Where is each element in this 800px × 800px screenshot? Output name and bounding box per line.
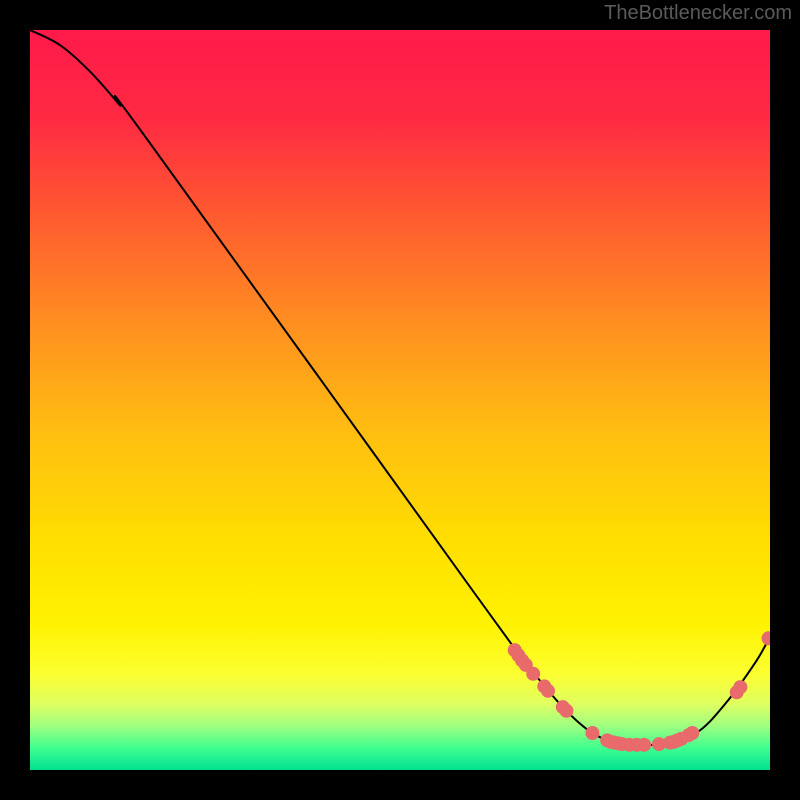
data-markers	[508, 631, 770, 752]
chart-overlay	[30, 30, 770, 770]
watermark-text: TheBottlenecker.com	[604, 2, 792, 25]
chart-container	[30, 30, 770, 770]
data-marker	[762, 631, 770, 645]
data-marker	[541, 684, 555, 698]
data-marker	[585, 726, 599, 740]
data-marker	[637, 738, 651, 752]
data-marker	[560, 704, 574, 718]
data-marker	[685, 726, 699, 740]
data-marker	[526, 667, 540, 681]
bottleneck-curve	[30, 30, 770, 745]
data-marker	[733, 680, 747, 694]
